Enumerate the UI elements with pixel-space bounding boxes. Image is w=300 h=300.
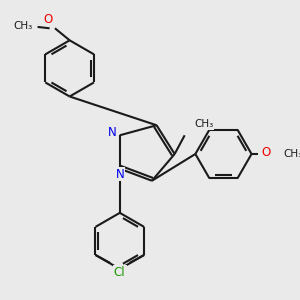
Text: O: O	[261, 146, 270, 159]
Text: CH₃: CH₃	[194, 119, 213, 129]
Text: Cl: Cl	[114, 266, 125, 279]
Text: N: N	[107, 126, 116, 139]
Text: CH₃: CH₃	[284, 149, 300, 159]
Text: Cl: Cl	[114, 266, 126, 279]
Text: CH₃: CH₃	[13, 21, 32, 31]
Text: N: N	[116, 168, 124, 181]
Text: O: O	[44, 13, 53, 26]
